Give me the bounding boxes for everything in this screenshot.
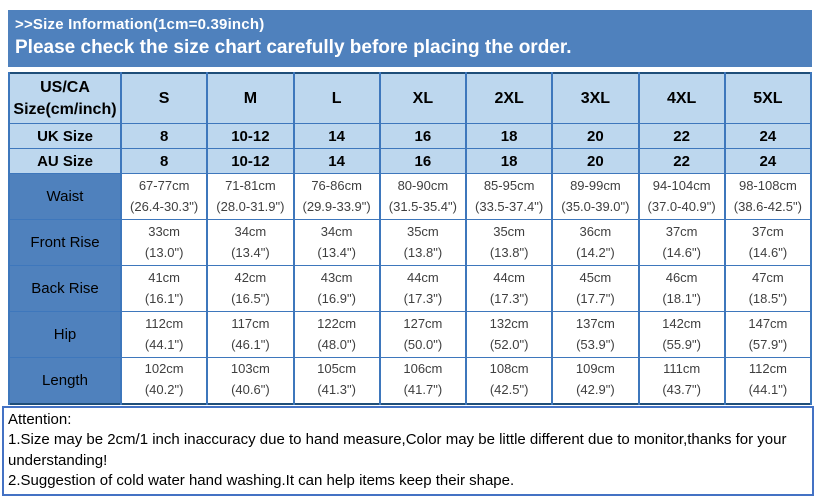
measure-value-cell: 80-90cm (31.5-35.4") — [378, 173, 468, 220]
size-table-body: UK Size 8 10-12 14 16 18 20 22 24 AU Size 8 10-12 14… — [8, 123, 813, 404]
measure-value-cell: 33cm (13.0") — [119, 219, 209, 266]
measure-value-cell: 103cm (40.6") — [206, 357, 295, 404]
size-value-cell: 22 — [637, 148, 726, 174]
size-header-cell: M — [206, 72, 295, 124]
size-value-cell: 8 — [119, 148, 209, 174]
corner-header-cell: US/CA Size(cm/inch) — [8, 72, 122, 124]
row-label-cell: Hip — [8, 311, 122, 358]
measure-value-cell: 36cm (14.2") — [551, 219, 640, 266]
size-value-cell: 16 — [378, 123, 468, 149]
row-label-cell: Waist — [8, 173, 122, 220]
size-value-cell: 20 — [551, 123, 640, 149]
attention-note-1: 1.Size may be 2cm/1 inch inaccuracy due … — [8, 431, 787, 469]
banner-title: >>Size Information(1cm=0.39inch) — [15, 16, 265, 33]
measure-value-cell: 85-95cm (33.5-37.4") — [464, 173, 554, 220]
measure-value-cell: 89-99cm (35.0-39.0") — [551, 173, 640, 220]
size-value-cell: 24 — [723, 123, 813, 149]
size-value-cell: 14 — [292, 123, 381, 149]
measure-value-cell: 94-104cm (37.0-40.9") — [637, 173, 726, 220]
measure-value-cell: 42cm (16.5") — [206, 265, 295, 312]
size-value-cell: 24 — [723, 148, 813, 174]
size-table: US/CA Size(cm/inch) S M L XL 2XL 3XL 4XL 5XL UK S… — [8, 72, 813, 405]
size-value-cell: 20 — [551, 148, 640, 174]
measure-value-cell: 41cm (16.1") — [119, 265, 209, 312]
measure-value-cell: 45cm (17.7") — [551, 265, 640, 312]
size-value-cell: 8 — [119, 123, 209, 149]
measure-value-cell: 43cm (16.9") — [292, 265, 381, 312]
size-header-cell: 5XL — [723, 72, 813, 124]
measure-value-cell: 47cm (18.5") — [723, 265, 813, 312]
measure-value-cell: 127cm (50.0") — [378, 311, 468, 358]
measure-value-cell: 37cm (14.6") — [723, 219, 813, 266]
measure-value-cell: 112cm (44.1") — [119, 311, 209, 358]
size-value-cell: 16 — [378, 148, 468, 174]
attention-heading: Attention: — [8, 411, 72, 428]
size-row: AU Size 8 10-12 14 16 18 20 22 24 — [8, 148, 813, 174]
measure-value-cell: 76-86cm (29.9-33.9") — [292, 173, 381, 220]
row-label-cell: AU Size — [8, 148, 122, 174]
measure-value-cell: 35cm (13.8") — [464, 219, 554, 266]
row-label-cell: Back Rise — [8, 265, 122, 312]
measure-value-cell: 147cm (57.9") — [723, 311, 813, 358]
size-table-head: US/CA Size(cm/inch) S M L XL 2XL 3XL 4XL 5XL — [8, 72, 813, 124]
size-table-header-row: US/CA Size(cm/inch) S M L XL 2XL 3XL 4XL 5XL — [8, 72, 813, 124]
measure-value-cell: 67-77cm (26.4-30.3") — [119, 173, 209, 220]
size-row: UK Size 8 10-12 14 16 18 20 22 24 — [8, 123, 813, 149]
size-header-cell: 4XL — [637, 72, 726, 124]
measure-value-cell: 37cm (14.6") — [637, 219, 726, 266]
size-value-cell: 18 — [464, 123, 554, 149]
measure-value-cell: 122cm (48.0") — [292, 311, 381, 358]
size-header-cell: XL — [378, 72, 468, 124]
measure-row: Length 102cm (40.2") 103cm (40.6") 105cm (41.3… — [8, 357, 813, 404]
size-header-cell: 3XL — [551, 72, 640, 124]
measure-row: Front Rise 33cm (13.0") 34cm (13.4") 34cm (13.… — [8, 219, 813, 266]
attention-note-2: 2.Suggestion of cold water hand washing.… — [8, 471, 515, 489]
attention-box: Attention: 1.Size may be 2cm/1 inch inac… — [2, 406, 814, 496]
measure-value-cell: 117cm (46.1") — [206, 311, 295, 358]
measure-value-cell: 106cm (41.7") — [378, 357, 468, 404]
banner-subtitle: Please check the size chart carefully be… — [15, 37, 572, 58]
size-header-cell: S — [119, 72, 209, 124]
measure-value-cell: 98-108cm (38.6-42.5") — [723, 173, 813, 220]
size-value-cell: 10-12 — [206, 123, 295, 149]
measure-row: Back Rise 41cm (16.1") 42cm (16.5") 43cm (16.9… — [8, 265, 813, 312]
measure-value-cell: 109cm (42.9") — [551, 357, 640, 404]
size-value-cell: 22 — [637, 123, 726, 149]
measure-value-cell: 44cm (17.3") — [464, 265, 554, 312]
measure-value-cell: 112cm (44.1") — [723, 357, 813, 404]
row-label-cell: Length — [8, 357, 122, 404]
measure-value-cell: 132cm (52.0") — [464, 311, 554, 358]
measure-value-cell: 137cm (53.9") — [551, 311, 640, 358]
measure-value-cell: 34cm (13.4") — [206, 219, 295, 266]
measure-value-cell: 105cm (41.3") — [292, 357, 381, 404]
measure-value-cell: 44cm (17.3") — [378, 265, 468, 312]
size-header-cell: L — [292, 72, 381, 124]
size-info-banner: >>Size Information(1cm=0.39inch) Please … — [8, 10, 812, 67]
measure-value-cell: 46cm (18.1") — [637, 265, 726, 312]
measure-value-cell: 34cm (13.4") — [292, 219, 381, 266]
measure-value-cell: 71-81cm (28.0-31.9") — [206, 173, 295, 220]
size-value-cell: 10-12 — [206, 148, 295, 174]
measure-row: Hip 112cm (44.1") 117cm (46.1") 122cm (48.0") 1… — [8, 311, 813, 358]
measure-row: Waist 67-77cm (26.4-30.3") 71-81cm (28.0-31.… — [8, 173, 813, 220]
size-value-cell: 14 — [292, 148, 381, 174]
size-header-cell: 2XL — [464, 72, 554, 124]
measure-value-cell: 108cm (42.5") — [464, 357, 554, 404]
row-label-cell: Front Rise — [8, 219, 122, 266]
measure-value-cell: 142cm (55.9") — [637, 311, 726, 358]
measure-value-cell: 102cm (40.2") — [119, 357, 209, 404]
measure-value-cell: 111cm (43.7") — [637, 357, 726, 404]
measure-value-cell: 35cm (13.8") — [378, 219, 468, 266]
size-value-cell: 18 — [464, 148, 554, 174]
row-label-cell: UK Size — [8, 123, 122, 149]
